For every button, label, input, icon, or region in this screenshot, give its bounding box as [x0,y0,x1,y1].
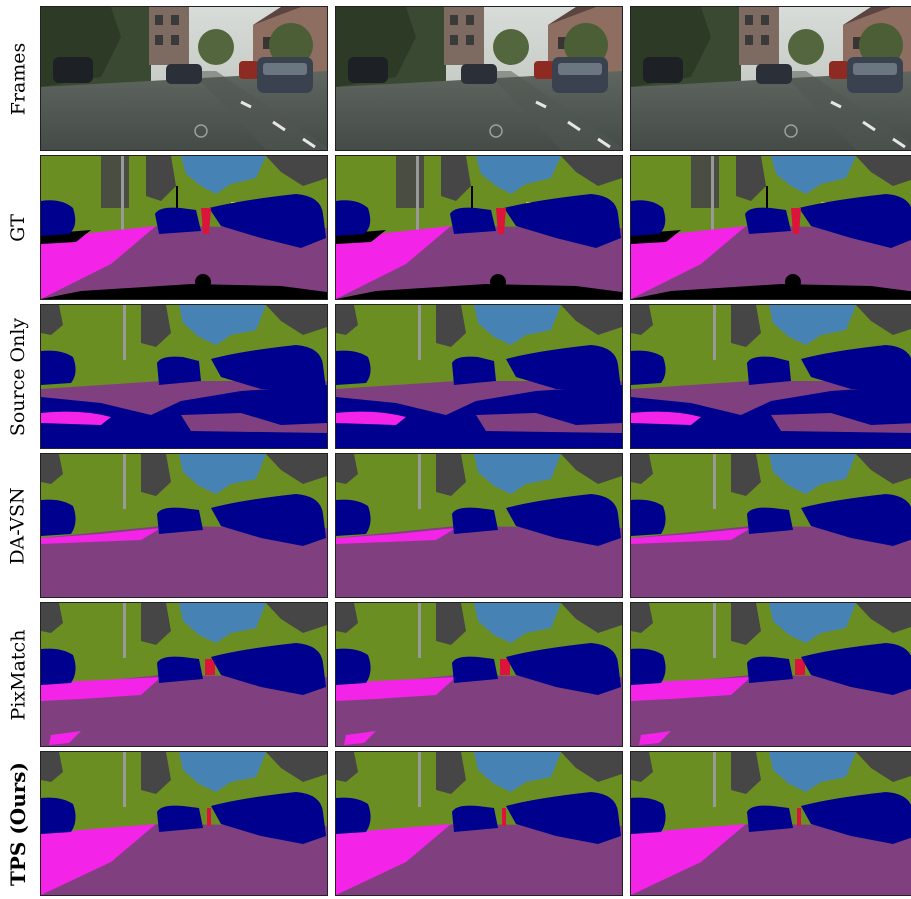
segmentation-map [335,602,623,747]
segmentation-map [630,453,911,598]
row-label: Source Only [0,305,36,448]
segmentation-map [40,155,328,300]
segmentation-map [335,304,623,449]
segmentation-map [630,155,911,300]
segmentation-map [335,751,623,896]
row-label: TPS (Ours) [0,752,36,895]
row-label-text: DA-VSN [7,486,30,565]
segmentation-map [40,751,328,896]
row-label-text: TPS (Ours) [6,761,31,886]
row-label: PixMatch [0,603,36,746]
row-label-text: GT [6,213,29,242]
segmentation-map [40,453,328,598]
frame-image [335,6,623,151]
row-label: GT [0,156,36,299]
row-label: DA-VSN [0,454,36,597]
segmentation-map [630,304,911,449]
segmentation-map [40,304,328,449]
frame-image [40,6,328,151]
row-label-text: PixMatch [7,629,29,720]
segmentation-map [335,155,623,300]
segmentation-map [40,602,328,747]
row-label-text: Source Only [7,317,30,436]
row-label: Frames [0,7,36,150]
segmentation-map [630,602,911,747]
row-label-text: Frames [7,42,30,115]
segmentation-map [335,453,623,598]
segmentation-map [630,751,911,896]
frame-image [630,6,911,151]
